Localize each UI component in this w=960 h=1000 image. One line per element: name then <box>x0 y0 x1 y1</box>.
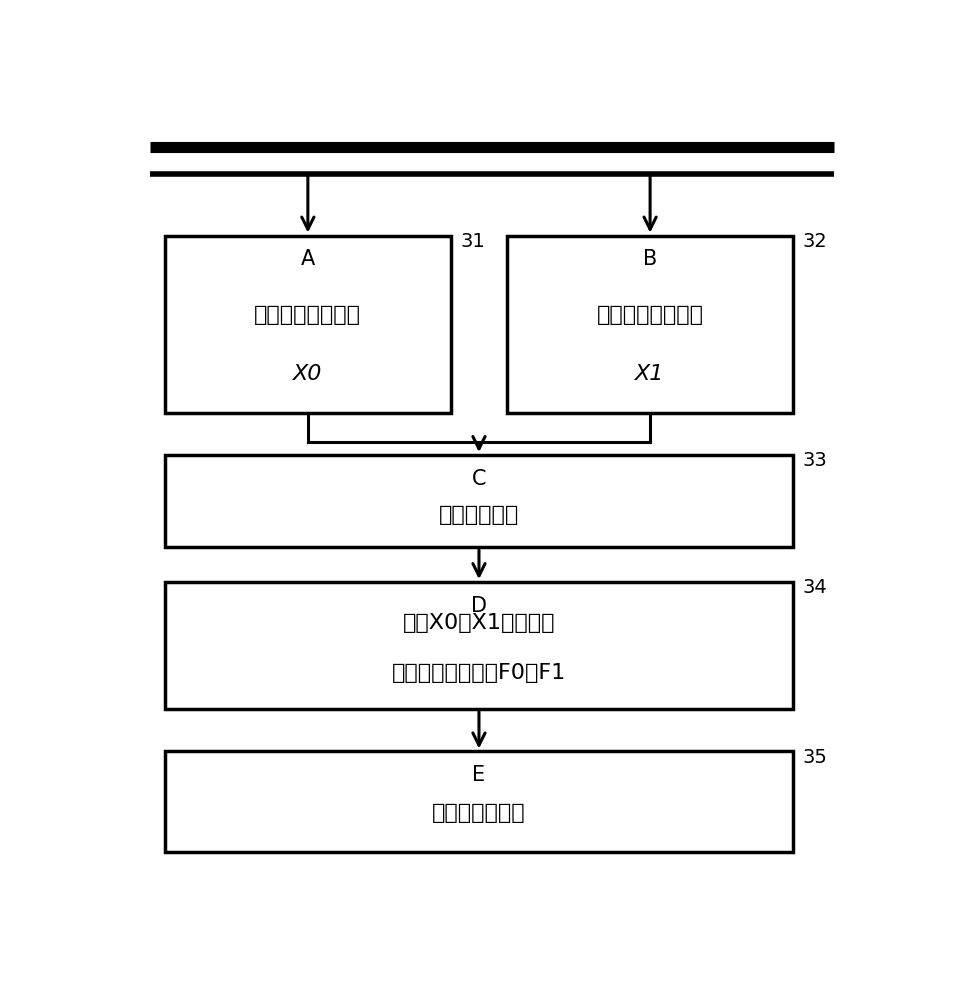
Text: 34: 34 <box>803 578 827 597</box>
Text: 获取标准通道数据: 获取标准通道数据 <box>254 305 361 325</box>
Text: X0: X0 <box>293 364 323 384</box>
Text: 计算基频频点分量F0和F1: 计算基频频点分量F0和F1 <box>392 663 566 683</box>
Text: B: B <box>643 249 658 269</box>
Text: 数字信号处理: 数字信号处理 <box>439 505 519 525</box>
Text: E: E <box>472 765 486 785</box>
Bar <box>165 582 793 709</box>
Bar <box>165 751 793 852</box>
Text: D: D <box>471 596 487 616</box>
Bar <box>165 455 793 547</box>
Text: 计算X0及X1序列频谱: 计算X0及X1序列频谱 <box>403 613 555 633</box>
Text: 31: 31 <box>460 232 485 251</box>
Text: 获取标准通道数据: 获取标准通道数据 <box>596 305 704 325</box>
Bar <box>507 235 793 413</box>
Text: 35: 35 <box>803 748 828 767</box>
Bar <box>165 235 451 413</box>
Text: 33: 33 <box>803 451 827 470</box>
Text: 计算比差和角差: 计算比差和角差 <box>432 803 526 823</box>
Text: A: A <box>300 249 315 269</box>
Text: C: C <box>471 469 486 489</box>
Text: X1: X1 <box>636 364 664 384</box>
Text: 32: 32 <box>803 232 827 251</box>
